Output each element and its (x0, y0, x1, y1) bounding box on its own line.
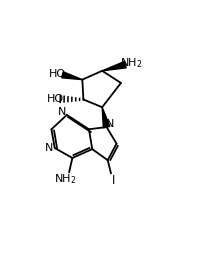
Polygon shape (102, 61, 126, 71)
Text: N: N (58, 107, 66, 117)
Polygon shape (102, 107, 110, 128)
Text: I: I (111, 173, 115, 187)
Polygon shape (62, 72, 82, 80)
Text: HO: HO (48, 69, 65, 79)
Text: NH$_2$: NH$_2$ (54, 172, 77, 186)
Text: NH$_2$: NH$_2$ (120, 57, 142, 70)
Text: N: N (106, 119, 115, 129)
Text: HO: HO (47, 94, 64, 104)
Text: N: N (44, 143, 53, 153)
